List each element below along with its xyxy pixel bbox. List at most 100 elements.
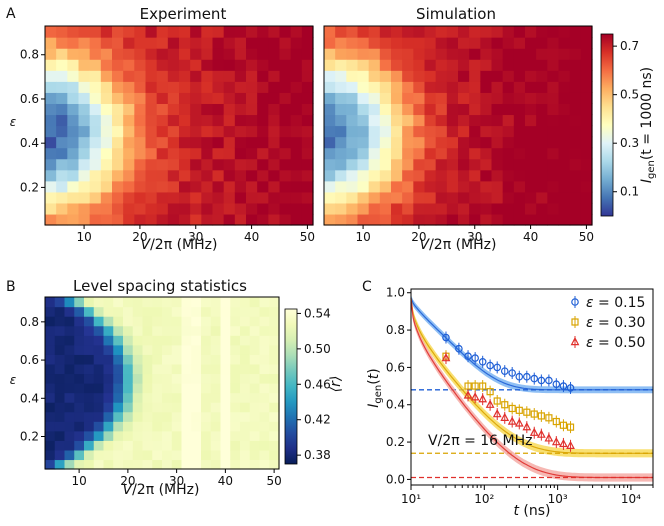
heatmap-cell [379, 169, 392, 182]
heatmap-cell [190, 37, 202, 49]
heatmap-cell [179, 37, 191, 49]
heatmap-cell [89, 114, 102, 127]
heatmap-cell [167, 70, 180, 82]
heatmap-cell [249, 363, 261, 375]
heatmap-cell [279, 81, 292, 93]
heatmap-cell [179, 114, 191, 127]
heatmap-cell [67, 81, 80, 93]
heatmap-cell [246, 136, 258, 149]
heatmap-cell [458, 136, 470, 149]
heatmap-cell [480, 147, 493, 160]
heatmap-cell [249, 430, 261, 441]
heatmap-cell [269, 344, 280, 355]
heatmap-cell [458, 92, 470, 104]
heatmap-cell [123, 383, 134, 394]
heatmap-cell [558, 158, 571, 171]
heatmap-cell [67, 213, 80, 226]
heatmap-cell [525, 125, 537, 138]
heatmap-cell [84, 459, 95, 470]
heatmap-cell [181, 421, 192, 432]
heatmap-cell [201, 48, 214, 60]
heatmap-cell [190, 26, 202, 38]
colorbar-tick-label: 0.54 [304, 306, 331, 320]
heatmap-cell [257, 59, 269, 71]
data-point [493, 363, 502, 372]
heatmap-cell [230, 325, 241, 336]
heatmap-cell [167, 213, 180, 226]
data-point [500, 367, 509, 375]
heatmap-cell [123, 344, 134, 355]
data-point [485, 399, 495, 408]
heatmap-cell [269, 354, 280, 365]
heatmap-cell [458, 180, 470, 193]
heatmap-cell [171, 316, 183, 327]
time-plot-axes: 10¹ 10² 10³ 10⁴ 0.0 0.2 0.4 0.6 0.8 1.0 [386, 286, 654, 506]
heatmap-cell [580, 169, 593, 182]
heatmap-cell [268, 48, 281, 60]
heatmap-cell [113, 440, 124, 451]
data-point [441, 352, 451, 362]
experiment-axes: 10 20 30 40 50 0.2 0.4 0.6 0.8 [20, 48, 315, 244]
heatmap-cell [123, 363, 134, 375]
heatmap-cell [335, 213, 347, 226]
heatmap-cell [142, 363, 153, 375]
heatmap-cell [458, 26, 470, 38]
heatmap-cell [324, 59, 336, 71]
heatmap-cell [212, 125, 225, 138]
heatmap-cell [569, 213, 582, 226]
heatmap-cell [56, 92, 68, 104]
heatmap-cell [89, 213, 102, 226]
heatmap-cell [171, 411, 183, 422]
heatmap-cell [346, 81, 359, 93]
heatmap-cell [67, 158, 80, 171]
heatmap-cell [167, 48, 180, 60]
heatmap-cell [240, 383, 251, 394]
heatmap-cell [249, 440, 261, 451]
heatmap-cell [230, 392, 241, 403]
heatmap-cell [424, 59, 437, 71]
heatmap-cell [152, 421, 163, 432]
y-tick-label: 0.8 [386, 323, 405, 337]
time-plot-ylabel: Igen(t) [366, 368, 384, 407]
heatmap-cell [103, 325, 114, 336]
heatmap-cell [201, 59, 214, 71]
heatmap-cell [78, 114, 91, 127]
heatmap-cell [181, 306, 192, 317]
heatmap-cell [45, 440, 56, 451]
heatmap-cell [234, 81, 247, 93]
heatmap-cell [469, 92, 481, 104]
heatmap-cell [536, 48, 548, 60]
heatmap-cell [112, 37, 124, 49]
heatmap-cell [246, 114, 258, 127]
heatmap-cell [368, 158, 381, 171]
heatmap-cell [547, 136, 560, 149]
heatmap-cell [346, 26, 359, 38]
heatmap-cell [181, 325, 192, 336]
heatmap-cell [435, 158, 448, 171]
heatmap-cell [290, 70, 303, 82]
heatmap-cell [152, 325, 163, 336]
heatmap-cell [480, 114, 493, 127]
heatmap-cell [56, 191, 68, 204]
heatmap-cell [402, 191, 414, 204]
heatmap-cell [167, 92, 180, 104]
heatmap-cell [435, 81, 448, 93]
heatmap-cell [191, 306, 202, 317]
heatmap-cell [469, 103, 481, 116]
heatmap-cell [268, 136, 281, 149]
heatmap-cell [513, 26, 526, 38]
heatmap-cell [379, 92, 392, 104]
heatmap-cell [379, 158, 392, 171]
heatmap-cell [435, 213, 448, 226]
heatmap-cell [357, 125, 370, 138]
heatmap-cell [56, 202, 68, 215]
heatmap-cell [100, 191, 113, 204]
heatmap-cell [513, 202, 526, 215]
heatmap-cell [78, 92, 91, 104]
heatmap-cell [220, 440, 231, 451]
heatmap-cell [171, 344, 183, 355]
heatmap-cell [480, 81, 493, 93]
heatmap-cell [269, 363, 280, 375]
heatmap-cell [190, 213, 202, 226]
heatmap-cell [210, 430, 222, 441]
